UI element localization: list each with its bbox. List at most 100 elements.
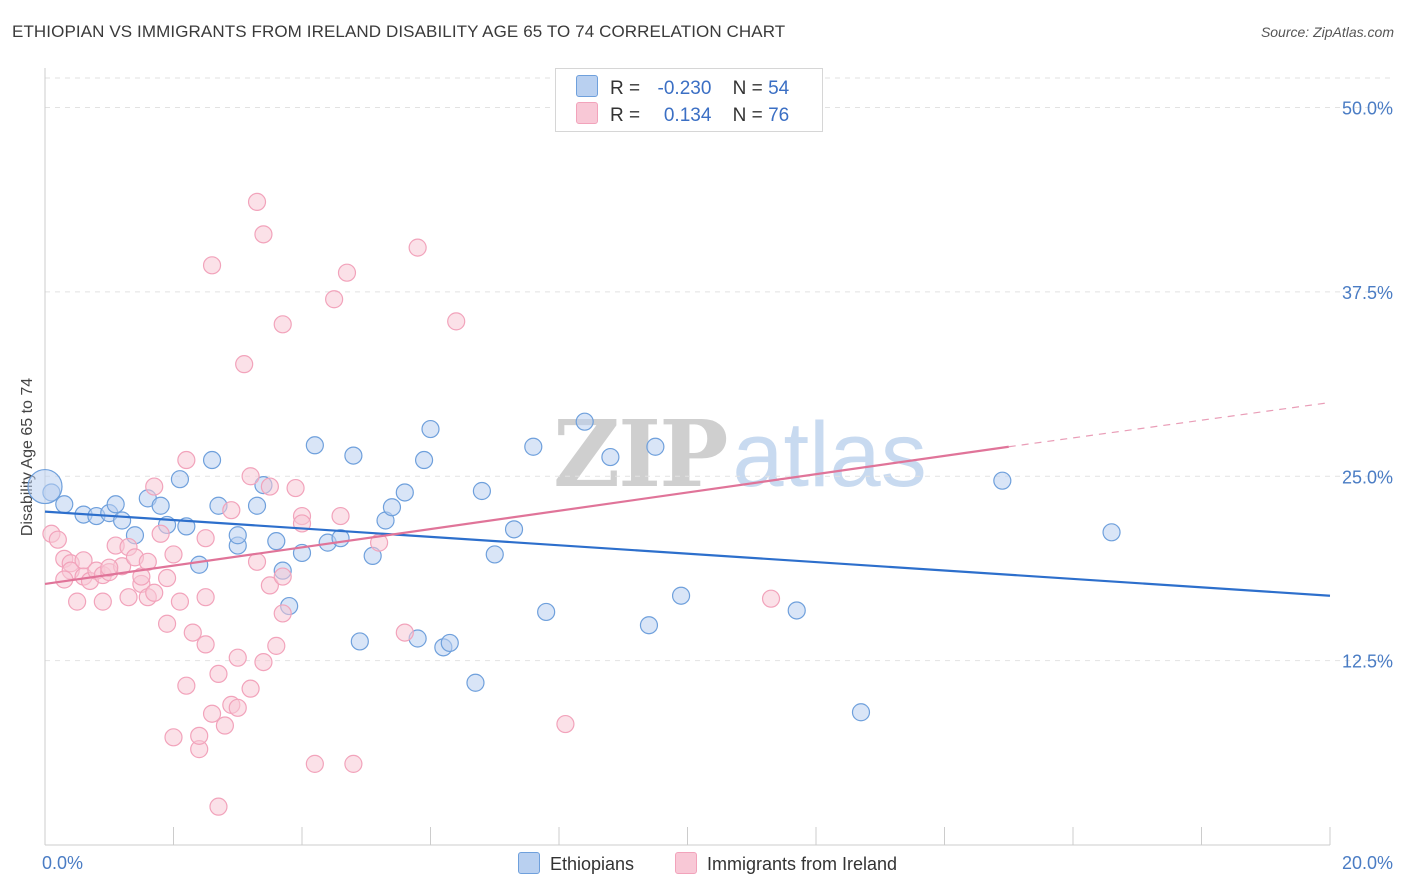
watermark-atlas: atlas — [732, 404, 927, 506]
point-ireland — [325, 290, 344, 309]
point-ireland — [305, 754, 324, 773]
point-ethiopians — [202, 450, 222, 470]
point-ireland — [164, 728, 183, 747]
point-ethiopians — [228, 526, 247, 545]
point-ethiopians — [414, 450, 434, 470]
point-ethiopians — [421, 419, 440, 439]
point-ethiopians — [993, 471, 1012, 490]
point-ireland — [157, 614, 177, 633]
legend-row-ethiopians: R = -0.230 N = 54 — [576, 75, 789, 99]
point-ireland — [93, 592, 112, 611]
point-ireland — [222, 501, 241, 520]
point-ireland — [395, 623, 414, 642]
point-ireland — [331, 506, 350, 526]
point-ireland — [190, 726, 209, 745]
y-tick-label: 12.5% — [1342, 652, 1393, 672]
point-ethiopians — [524, 437, 543, 456]
legend-r-label: R = — [610, 105, 641, 126]
point-ireland — [215, 716, 234, 735]
data-points — [27, 192, 1121, 816]
series-legend: Ethiopians Immigrants from Ireland — [0, 852, 1406, 876]
point-ethiopians — [466, 673, 485, 692]
point-ethiopians — [504, 520, 524, 539]
legend-n-label: N = — [732, 78, 763, 99]
point-ireland — [196, 529, 215, 548]
point-ireland — [247, 192, 267, 211]
point-ethiopians — [671, 586, 691, 605]
point-ethiopians — [350, 632, 369, 651]
point-ethiopians — [344, 446, 363, 465]
point-ireland — [202, 256, 222, 275]
point-ethiopians — [267, 532, 286, 551]
trend-line-ethiopians — [44, 510, 1331, 597]
point-ireland — [273, 604, 292, 623]
point-ireland — [241, 679, 260, 698]
point-ireland — [177, 450, 196, 470]
point-ireland — [177, 676, 196, 695]
point-ethiopians — [247, 496, 267, 515]
point-ethiopians — [305, 436, 324, 455]
point-ireland — [228, 698, 247, 717]
point-ethiopians — [485, 545, 504, 564]
legend-swatch-ireland — [576, 102, 598, 124]
point-ethiopians — [1102, 523, 1121, 542]
point-ireland — [273, 567, 292, 586]
trend-lines — [44, 401, 1331, 597]
point-ireland — [344, 754, 363, 773]
point-ireland — [209, 664, 228, 684]
point-ireland — [260, 477, 279, 496]
point-ethiopians — [55, 495, 74, 514]
point-ethiopians — [382, 498, 402, 517]
point-ireland — [241, 467, 260, 486]
point-ireland — [151, 524, 170, 543]
point-ethiopians — [851, 703, 871, 722]
point-ireland — [235, 355, 254, 374]
point-ethiopians — [472, 481, 491, 501]
point-ireland — [145, 477, 164, 496]
point-ethiopians — [787, 601, 806, 620]
point-ethiopians — [395, 483, 414, 502]
legend-swatch-ireland — [675, 852, 697, 874]
trend-line-ireland-extension — [1008, 401, 1331, 448]
chart-title: ETHIOPIAN VS IMMIGRANTS FROM IRELAND DIS… — [12, 22, 786, 41]
point-ireland — [408, 238, 427, 257]
point-ireland — [254, 225, 273, 244]
legend-swatch-ethiopians — [576, 75, 598, 97]
point-ireland — [196, 635, 215, 654]
legend-n-value: 76 — [768, 105, 790, 126]
point-ireland — [254, 652, 273, 672]
point-ireland — [119, 588, 138, 607]
point-ethiopians — [27, 468, 63, 505]
point-ireland — [68, 592, 87, 611]
y-tick-label: 37.5% — [1342, 283, 1393, 303]
point-ethiopians — [575, 412, 594, 431]
point-ethiopians — [151, 496, 170, 515]
axes — [44, 68, 1331, 846]
point-ireland — [183, 623, 202, 642]
point-ireland — [267, 636, 286, 655]
point-ethiopians — [112, 511, 132, 530]
point-ireland — [273, 315, 292, 334]
point-ireland — [447, 312, 466, 331]
point-ireland — [337, 263, 357, 282]
y-tick-label: 25.0% — [1342, 467, 1393, 487]
point-ireland — [209, 797, 228, 816]
point-ireland — [202, 704, 222, 723]
point-ireland — [170, 592, 190, 611]
tick-labels: 12.5% 25.0% 37.5% 50.0% 0.0% 20.0% — [42, 99, 1393, 874]
source-credit: Source: ZipAtlas.com — [1260, 24, 1394, 40]
point-ireland — [260, 576, 279, 595]
point-ethiopians — [639, 616, 659, 635]
x-tick-label-min: 0.0% — [42, 853, 83, 873]
legend-r-value: -0.230 — [657, 78, 712, 99]
point-ireland — [286, 478, 305, 498]
point-ethiopians — [106, 495, 125, 514]
legend-item-ireland: Immigrants from Ireland — [675, 852, 897, 875]
x-tick-label-max: 20.0% — [1342, 853, 1393, 873]
trend-line-ireland — [44, 445, 1009, 586]
point-ethiopians — [646, 437, 665, 456]
legend-row-ireland: R = 0.134 N = 76 — [576, 102, 789, 126]
point-ireland — [247, 552, 267, 571]
legend-item-ethiopians: Ethiopians — [518, 852, 634, 875]
